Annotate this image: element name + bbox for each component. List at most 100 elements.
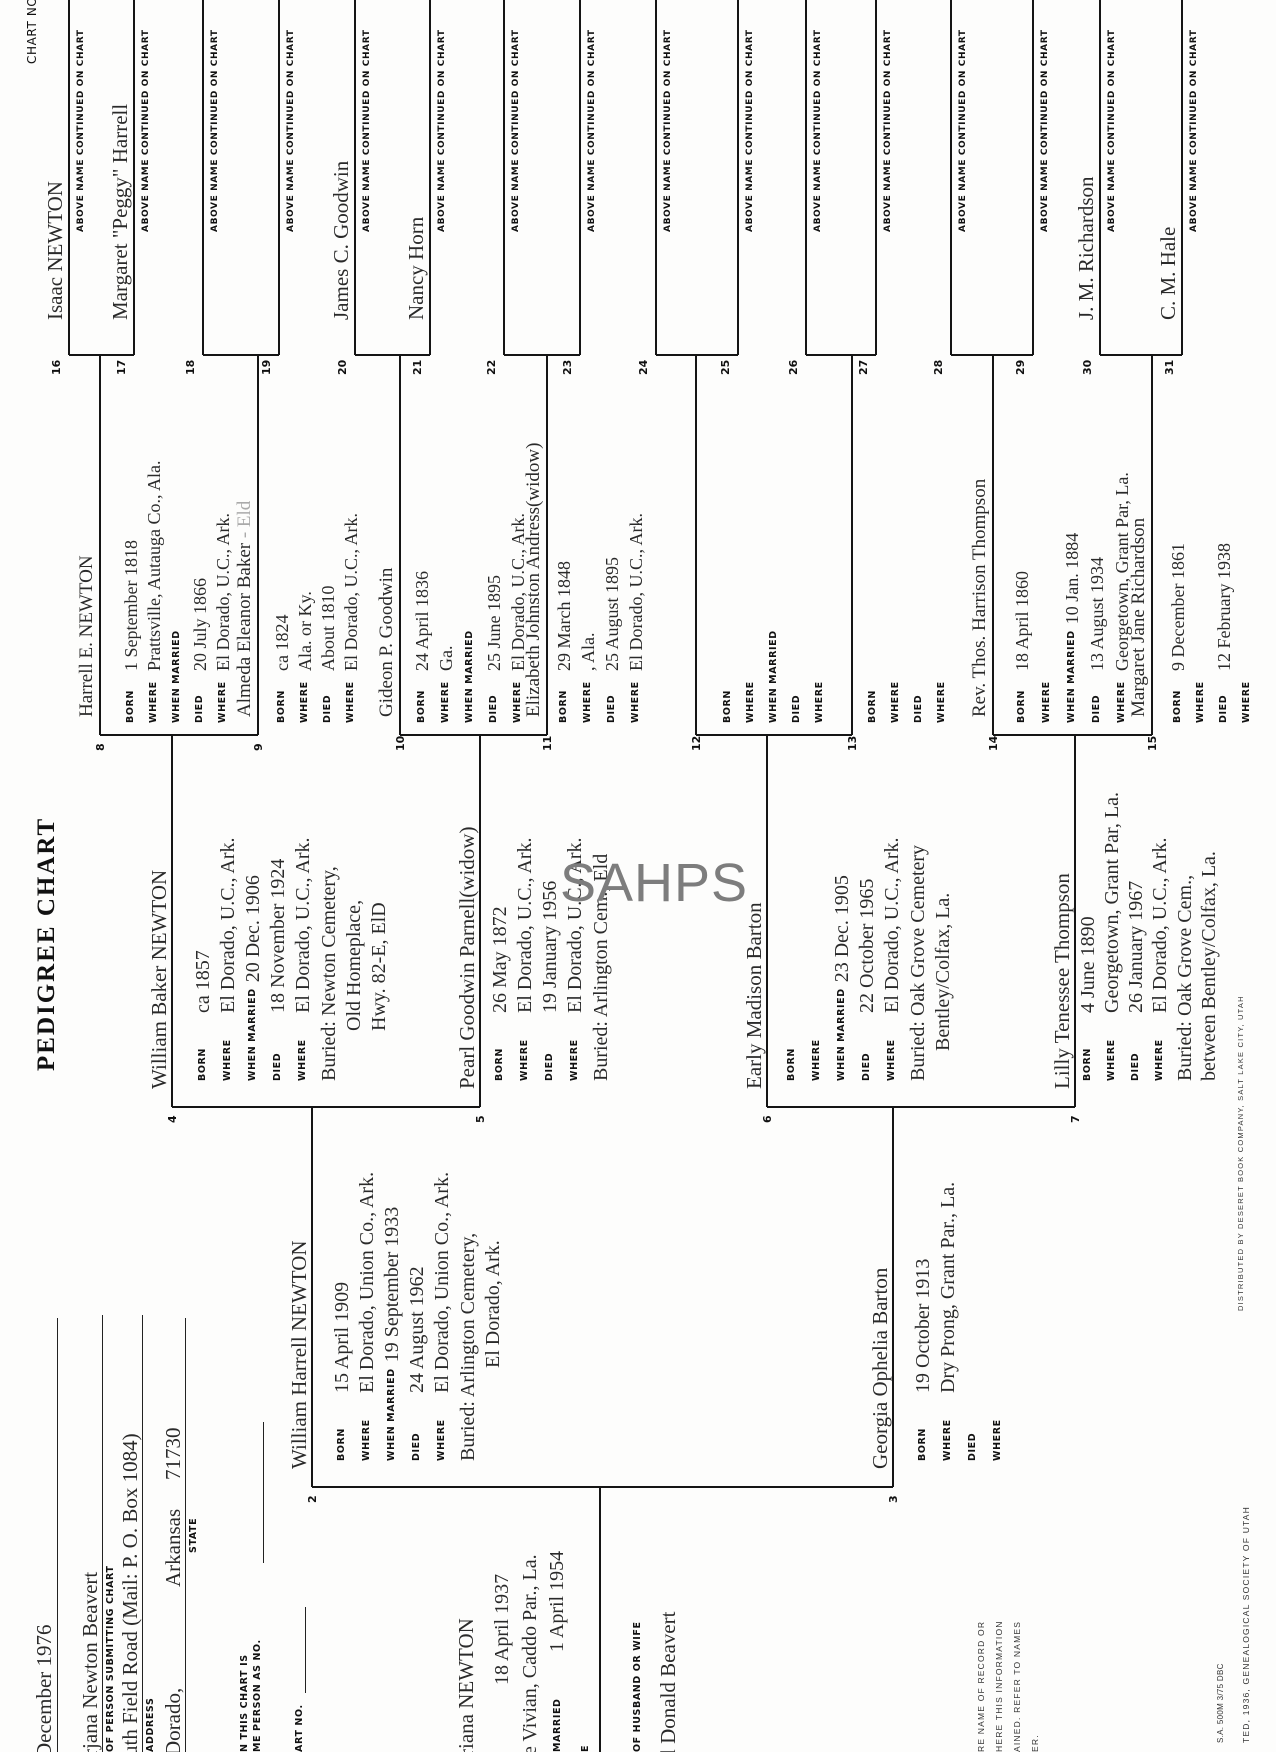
field-label: BORN (336, 1428, 348, 1461)
same-person-note-1: N THIS CHART IS (239, 1654, 250, 1752)
field-value: El Dorado, U.C., Ark. (881, 837, 904, 1013)
person-number: 5 (474, 1115, 487, 1123)
field-row: WHERE El Dorado, U.C., Ark. (213, 513, 233, 723)
field-value: 18 April 1860 (1012, 570, 1033, 671)
submitter-name: rjana Newton Beavert (78, 1571, 102, 1752)
footer-note-2: HERE THIS INFORMATION (994, 1620, 1004, 1752)
field-value: El Dorado, Union Co., Ark. (356, 1171, 379, 1393)
submitter-state: Arkansas (161, 1508, 185, 1587)
field-label: WHERE (148, 681, 160, 723)
field-label: WHERE (936, 681, 948, 723)
burial-line: Buried: Arlington Cemetery, (457, 1232, 479, 1461)
field-value: Prattsville, Autauga Co., Ala. (144, 460, 165, 671)
field-label: WHEN MARRIED (836, 988, 848, 1081)
field-row: WHEN MARRIED (167, 624, 187, 723)
footer-note-1: RE NAME OF RECORD OR (976, 1620, 986, 1752)
burial-line: Buried: Newton Cemetery, (318, 866, 340, 1081)
field-label: WHERE (890, 681, 902, 723)
field-value: 20 Dec. 1906 (242, 875, 265, 983)
person-name-text: Gideon P. Goodwin (376, 567, 397, 717)
person-number: 25 (719, 359, 732, 375)
footer-note-4: ER. (1030, 1734, 1040, 1752)
person-number: 7 (1069, 1115, 1082, 1123)
field-value: 25 June 1895 (484, 575, 505, 671)
person-name: Rev. Thos. Harrison Thompson (969, 479, 990, 717)
person-number: 14 (987, 735, 1000, 751)
field-value: El Dorado, U.C., Ark. (213, 513, 234, 671)
field-row: WHEN MARRIED 19 September 1933 (381, 1207, 403, 1461)
field-label: BORN (1172, 690, 1184, 723)
person-name-text: Harrell E. NEWTON (76, 555, 97, 717)
field-label: WHERE (361, 1419, 373, 1461)
person-number: 18 (184, 359, 197, 375)
field-label: BORN (558, 690, 570, 723)
field-label: BORN (917, 1428, 929, 1461)
chart-no-label: CHART NO. (25, 0, 39, 64)
field-row: WHEN MARRIED (764, 624, 784, 723)
person1-where-label: E (580, 1744, 591, 1752)
person-name-text: Elizabeth Johnston Andress(widow) (523, 442, 544, 717)
address-underline (142, 1315, 143, 1752)
person-number: 27 (857, 359, 870, 375)
person-number: 24 (637, 359, 650, 375)
field-row: WHERE (1237, 671, 1257, 723)
continued-on-chart-caption: ABOVE NAME CONTINUED ON CHART (362, 29, 372, 232)
field-row: WHERE Prattsville, Autauga Co., Ala. (144, 461, 164, 723)
person-number: 30 (1081, 359, 1094, 375)
field-value: 15 April 1909 (331, 1281, 354, 1393)
field-row: WHERE (741, 671, 761, 723)
field-value: El Dorado, U.C., Ark. (217, 837, 240, 1013)
person-name: Lilly Tenessee Thompson (1050, 873, 1074, 1089)
field-row: BORN 18 April 1860 (1012, 571, 1032, 723)
same-person-note-2: ME PERSON AS NO. (252, 1639, 263, 1752)
field-value: 24 April 1836 (412, 570, 433, 671)
field-row: DIED 18 November 1924 (267, 859, 289, 1081)
field-row: BORN 24 April 1836 (412, 571, 432, 723)
field-label: WHERE (217, 681, 229, 723)
field-label: WHERE (345, 681, 357, 723)
field-row: BORN 26 May 1872 (489, 906, 511, 1081)
person1-married: 1 April 1954 (546, 1550, 568, 1652)
field-label: DIED (194, 694, 206, 723)
field-label: DIED (544, 1052, 556, 1081)
submitter-zip: 71730 (161, 1427, 185, 1481)
person-name: Nancy Horn (404, 216, 428, 320)
field-label: WHERE (440, 681, 452, 723)
field-row: WHERE (932, 671, 952, 723)
field-label: DIED (791, 694, 803, 723)
person1-where: e Vivian, Caddo Par., La. (519, 1554, 541, 1752)
person-number: 20 (336, 359, 349, 375)
field-label: DIED (1091, 694, 1103, 723)
field-value: 25 August 1895 (602, 556, 623, 671)
person-name-text: William Harrell NEWTON (287, 1240, 311, 1469)
field-value: Dry Prong, Grant Par., La. (937, 1181, 960, 1393)
field-row: WHERE El Dorado, U.C., Ark. (292, 837, 314, 1081)
spouse-name: l Donald Beavert (656, 1611, 680, 1752)
field-label: WHERE (1106, 1039, 1118, 1081)
field-row: WHERE (1037, 671, 1057, 723)
field-row: BORN (718, 671, 738, 723)
person-number: 6 (761, 1115, 774, 1123)
person-name-text: Almeda Eleanor Baker (234, 542, 255, 717)
person-number: 15 (1146, 735, 1159, 751)
field-label: DIED (913, 694, 925, 723)
field-row: WHEN MARRIED 10 Jan. 1884 (1062, 533, 1082, 723)
person-number: 9 (252, 743, 265, 751)
field-value: El Dorado, U.C., Ark. (626, 513, 647, 671)
field-label: WHERE (1154, 1039, 1166, 1081)
person-name-text: Margaret Jane Richardson (1128, 517, 1149, 717)
continued-on-chart-caption: ABOVE NAME CONTINUED ON CHART (1107, 29, 1117, 232)
field-label: WHEN MARRIED (768, 630, 780, 723)
person-number: 31 (1163, 359, 1176, 375)
person-name: Georgia Ophelia Barton (868, 1268, 892, 1469)
person-name: Margaret "Peggy" Harrell (108, 103, 132, 320)
field-label: BORN (416, 690, 428, 723)
field-label: DIED (606, 694, 618, 723)
person-number: 26 (787, 359, 800, 375)
date-underline (57, 1318, 58, 1752)
person-name: William Baker NEWTON (147, 870, 171, 1089)
field-row: WHEN MARRIED 23 Dec. 1905 (831, 875, 853, 1081)
field-label: DIED (488, 694, 500, 723)
burial-line: Buried: Oak Grove Cemetery (907, 844, 929, 1081)
person-name: Gideon P. Goodwin (376, 567, 397, 717)
